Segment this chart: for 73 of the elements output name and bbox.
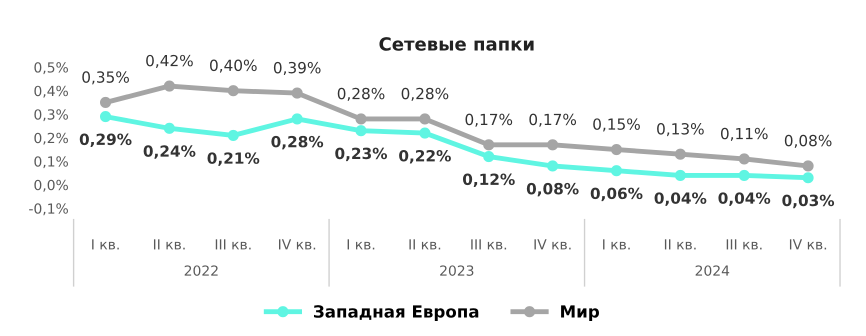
legend-label: Западная Европа bbox=[314, 305, 478, 321]
data-label: 0,08% bbox=[784, 134, 832, 148]
y-tick-label: 0,0% bbox=[34, 180, 68, 192]
x-tick-label: I кв. bbox=[92, 239, 119, 250]
point bbox=[674, 170, 686, 181]
point bbox=[610, 144, 622, 156]
data-label: 0,22% bbox=[399, 150, 451, 164]
point bbox=[228, 85, 239, 96]
x-tick-label: I кв. bbox=[348, 239, 374, 250]
point bbox=[547, 160, 558, 172]
point bbox=[355, 125, 367, 136]
x-tick-label: II кв. bbox=[154, 239, 185, 250]
point bbox=[483, 151, 494, 162]
data-label: 0,17% bbox=[529, 114, 576, 127]
text: 2023 bbox=[440, 265, 474, 276]
data-label: 0,29% bbox=[80, 134, 132, 148]
point bbox=[164, 80, 175, 92]
y-tick-label: 0,1% bbox=[34, 156, 68, 168]
y-tick-label: -0,1% bbox=[29, 203, 68, 216]
data-label: 0,24% bbox=[144, 145, 196, 159]
x-tick-label: II кв. bbox=[409, 239, 440, 250]
data-label: 0,08% bbox=[526, 182, 579, 196]
data-label: 0,23% bbox=[335, 148, 388, 162]
point bbox=[610, 165, 622, 176]
point bbox=[738, 153, 750, 164]
data-label: 0,17% bbox=[465, 114, 512, 127]
point bbox=[802, 160, 814, 172]
data-label: 0,28% bbox=[402, 88, 448, 101]
point bbox=[419, 113, 430, 124]
point bbox=[228, 130, 239, 141]
y-tick-label: 0,5% bbox=[34, 62, 68, 74]
text: 2024 bbox=[696, 265, 730, 276]
x-tick-label: IV кв. bbox=[534, 239, 571, 250]
data-label: 0,42% bbox=[146, 54, 193, 68]
point bbox=[802, 172, 814, 184]
point bbox=[483, 139, 494, 150]
point bbox=[674, 148, 686, 160]
point bbox=[547, 139, 558, 150]
point bbox=[164, 122, 175, 134]
data-label: 0,39% bbox=[274, 62, 321, 76]
x-tick-label: IV кв. bbox=[279, 239, 316, 250]
x-tick-label: II кв. bbox=[664, 239, 696, 250]
x-tick-label: III кв. bbox=[471, 239, 506, 250]
data-label: 0,15% bbox=[593, 118, 640, 132]
data-label: 0,12% bbox=[462, 174, 515, 188]
data-label: 0,03% bbox=[782, 194, 834, 208]
legend-label: Мир bbox=[561, 305, 600, 321]
point bbox=[100, 111, 112, 122]
x-tick-label: III кв. bbox=[726, 239, 762, 250]
data-label: 0,35% bbox=[82, 71, 129, 84]
text: 2022 bbox=[184, 265, 218, 276]
data-label: 0,04% bbox=[718, 192, 770, 206]
y-tick-label: 0,2% bbox=[34, 132, 68, 145]
x-tick-label: I кв. bbox=[603, 239, 630, 250]
x-tick-label: III кв. bbox=[216, 239, 251, 250]
y-tick-label: 0,3% bbox=[34, 109, 68, 122]
data-label: 0,06% bbox=[590, 188, 642, 202]
point bbox=[738, 170, 750, 181]
data-label: 0,21% bbox=[208, 152, 260, 166]
y-tick-label: 0,4% bbox=[34, 86, 68, 98]
x-tick-label: IV кв. bbox=[790, 239, 826, 250]
data-label: 0,04% bbox=[654, 192, 706, 206]
data-label: 0,28% bbox=[338, 88, 384, 101]
point bbox=[292, 113, 303, 124]
point bbox=[355, 113, 367, 124]
point bbox=[419, 128, 430, 139]
data-label: 0,40% bbox=[210, 60, 257, 73]
data-label: 0,13% bbox=[657, 123, 704, 136]
point bbox=[292, 88, 303, 99]
data-label: 0,28% bbox=[271, 136, 324, 150]
data-label: 0,11% bbox=[720, 128, 768, 141]
point bbox=[100, 96, 112, 108]
chart-title: Сетевые папки bbox=[379, 37, 534, 51]
